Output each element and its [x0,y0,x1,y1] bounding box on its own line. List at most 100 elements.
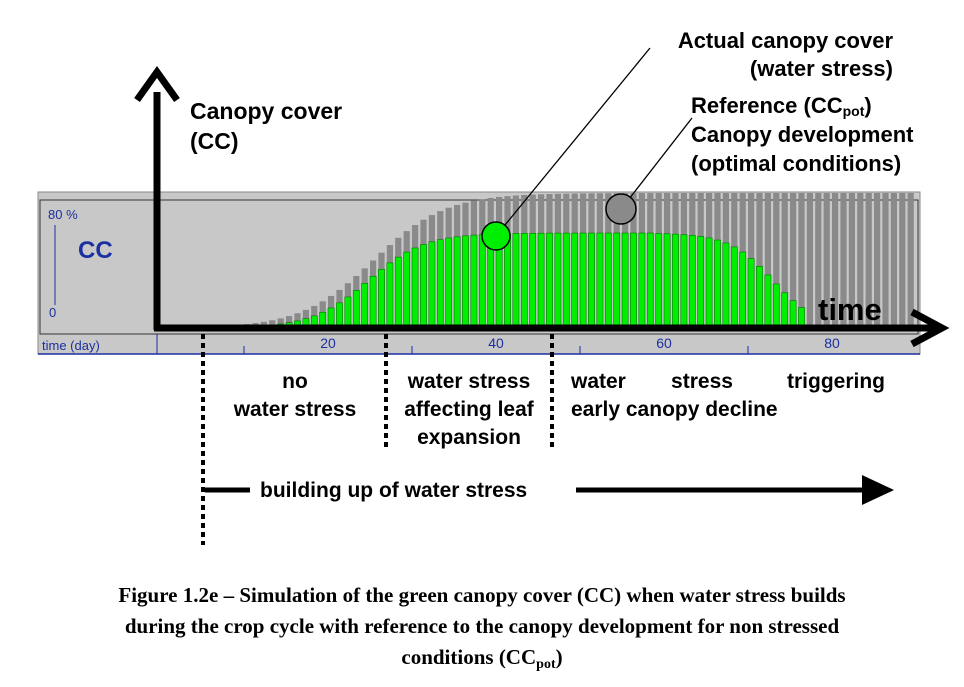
actual-bar [428,241,436,329]
actual-bar [537,232,545,329]
reference-suffix: ) [864,93,871,118]
reference-bar [286,316,293,328]
tick-label-80: 80 [824,335,840,351]
reference-bar [890,193,897,328]
actual-bar [546,232,553,329]
actual-bar [386,262,394,329]
actual-bar [630,232,637,329]
phase3-line2: early canopy decline [571,398,778,421]
reference-subscript: pot [843,103,865,119]
actual-bar [739,251,747,329]
actual-label-line2: (water stress) [750,56,893,81]
reference-bar [882,193,889,328]
reference-bar [874,193,881,328]
actual-bar [411,247,419,329]
actual-bar [478,234,486,329]
reference-bar [277,318,284,328]
reference-bar [832,193,839,328]
xaxis-label: time (day) [42,338,100,353]
actual-bars [226,232,805,329]
actual-bar [781,292,789,329]
tick-label-60: 60 [656,335,672,351]
cc-top-label: 80 % [48,207,78,222]
actual-bar [621,232,629,329]
actual-bar [756,265,763,329]
actual-bar [403,251,411,329]
reference-label-line1: Reference (CCpot) [691,93,872,119]
actual-bar [344,296,352,329]
actual-bar [663,233,671,329]
actual-bar [369,275,377,329]
actual-bar [672,233,679,329]
x-axis-arrowhead [910,308,950,348]
reference-bar [823,193,830,328]
y-axis-arrowhead [134,65,180,103]
phase2-line3: expansion [417,426,521,449]
actual-bar [512,233,520,329]
caption-line3-suffix: ) [556,645,563,669]
actual-bar [680,234,688,329]
actual-bar [579,232,587,329]
phase2-line1: water stress [407,370,531,393]
actual-bar [604,232,612,329]
actual-marker [481,221,511,251]
actual-bar [529,232,537,329]
reference-bar [798,193,805,328]
actual-bar [520,233,528,329]
actual-bar [453,236,461,329]
building-label: building up of water stress [260,479,527,502]
phase3-word2: stress [671,370,733,393]
actual-bar [789,300,797,329]
actual-bar [504,233,511,329]
actual-bar [688,235,696,329]
caption-line1: Figure 1.2e – Simulation of the green ca… [118,583,845,607]
actual-bar [361,283,369,329]
reference-bar [756,193,763,328]
actual-bar [764,274,772,329]
actual-bar [714,239,721,329]
reference-pointer-line [621,117,693,209]
building-arrowhead [862,475,894,505]
reference-label-line3: (optimal conditions) [691,151,901,176]
cc-bottom-label: 0 [49,305,56,320]
actual-bar [462,235,469,329]
reference-bar [806,193,813,328]
cc-label: CC [78,237,113,264]
actual-bar [562,232,570,329]
actual-label-line1: Actual canopy cover [678,28,894,53]
actual-bar [394,256,402,329]
phase1-line2: water stress [233,398,357,421]
actual-bar [638,232,646,329]
actual-bar [445,237,453,329]
actual-bar [588,232,595,329]
reference-marker [605,193,637,225]
actual-bar [730,246,738,329]
actual-bar [646,232,654,329]
yaxis-title-line1: Canopy cover [190,98,342,124]
actual-bar [420,244,427,329]
reference-bar [815,193,822,328]
actual-bar [436,239,444,329]
reference-bar [857,193,864,328]
reference-bar [848,193,855,328]
actual-bar [747,258,755,329]
actual-bar [655,233,663,329]
reference-prefix: Reference (CC [691,93,843,118]
yaxis-title-line2: (CC) [190,128,239,154]
actual-bar [554,232,562,329]
tick-label-20: 20 [320,335,336,351]
reference-bar [899,193,906,328]
actual-bar [613,232,621,329]
phase2-line2: affecting leaf [404,398,535,421]
phase1-line1: no [282,370,308,393]
reference-bar [790,193,797,328]
actual-pointer-line [495,47,651,237]
reference-label-line2: Canopy development [691,122,914,147]
actual-bar [352,290,360,329]
actual-bar [772,283,780,329]
phase3-word1: water [570,370,626,393]
reference-bar [773,193,780,328]
actual-bar [470,234,478,329]
